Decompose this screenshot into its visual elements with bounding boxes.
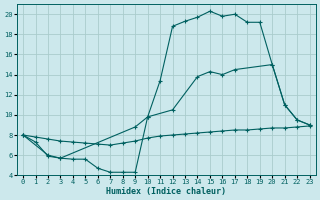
X-axis label: Humidex (Indice chaleur): Humidex (Indice chaleur) xyxy=(106,187,226,196)
